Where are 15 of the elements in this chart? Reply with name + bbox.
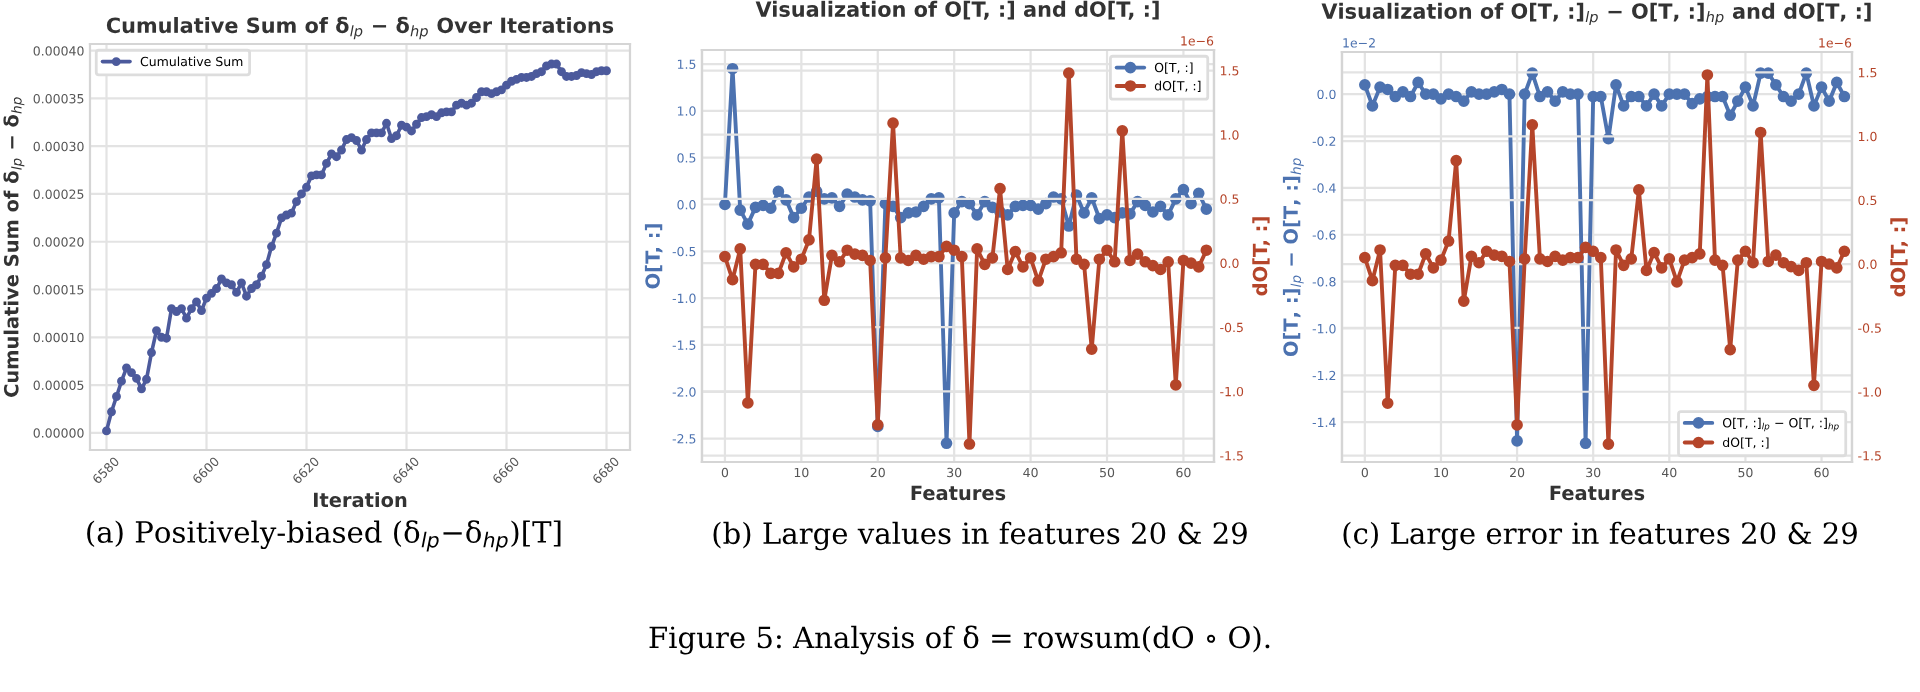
caption: Figure 5: Analysis of δ = rowsum(dO ∘ O). [649, 625, 1270, 655]
text: (b) Large values in features 20 & 29 [713, 521, 1247, 551]
chart-title: Cumulative Sum of δ$_{lp}$ − δ$_{hp}$ Over Iterations [106, 16, 614, 40]
x-axis-title: Iteration [313, 492, 407, 508]
text: (c) Large error in features 20 & 29 [1343, 521, 1857, 551]
x-axis-title: Features [1550, 485, 1645, 501]
chart-title: Visualization of O[T, :]$_{lp}$ − O[T, :]$_{hp}$ and dO[T, :] [1321, 2, 1871, 26]
y2-axis-title: dO[T, :] [1890, 218, 1908, 297]
x-axis-title: Features [911, 485, 1006, 501]
y-axis-title: O[T, :]$_{lp}$ − O[T, :]$_{hp}$ [1282, 158, 1304, 357]
y2-axis-title: dO[T, :] [1252, 217, 1270, 296]
chart-title: Visualization of O[T, :] and dO[T, :] [755, 0, 1159, 20]
y-axis-title: O[T, :] [644, 224, 663, 289]
text: (a) Positively-biased (δ$_{lp}$−δ$_{hp}$)[T] [87, 520, 561, 552]
y-axis-title: Cumulative Sum of δ$_{lp}$ − δ$_{hp}$ [3, 97, 25, 397]
